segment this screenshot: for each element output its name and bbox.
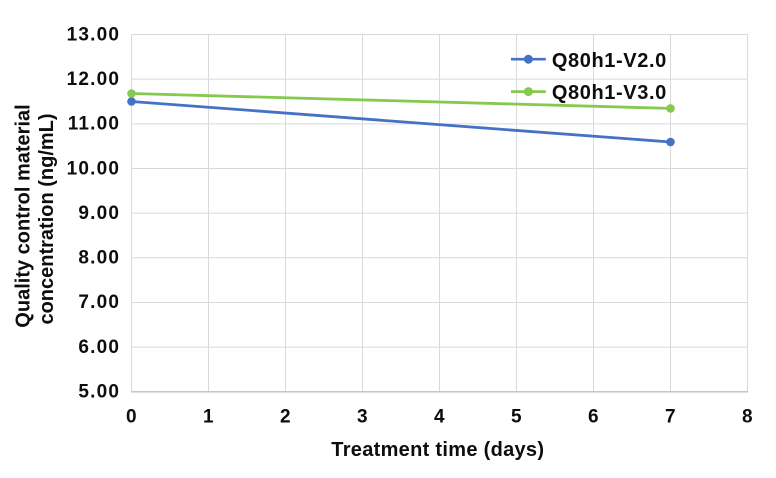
svg-text:6.00: 6.00 (78, 337, 120, 358)
svg-text:1: 1 (203, 407, 214, 428)
svg-text:6: 6 (588, 407, 599, 428)
svg-text:Quality control material: Quality control material (12, 104, 34, 327)
svg-text:0: 0 (126, 407, 137, 428)
svg-text:Q80h1-V3.0: Q80h1-V3.0 (552, 82, 667, 104)
svg-text:9.00: 9.00 (78, 203, 120, 224)
svg-text:concentration (ng/mL): concentration (ng/mL) (36, 113, 58, 324)
svg-text:7: 7 (665, 407, 676, 428)
svg-text:13.00: 13.00 (67, 24, 121, 45)
svg-text:8: 8 (742, 407, 753, 428)
svg-text:11.00: 11.00 (68, 114, 121, 135)
svg-text:12.00: 12.00 (67, 69, 121, 90)
svg-text:Treatment time (days): Treatment time (days) (331, 439, 544, 461)
svg-text:7.00: 7.00 (78, 292, 120, 313)
svg-text:5.00: 5.00 (78, 382, 120, 403)
svg-text:4: 4 (434, 407, 445, 428)
svg-text:5: 5 (511, 407, 522, 428)
svg-text:10.00: 10.00 (67, 158, 121, 179)
svg-text:8.00: 8.00 (78, 248, 120, 269)
svg-text:2: 2 (280, 407, 291, 428)
svg-text:Q80h1-V2.0: Q80h1-V2.0 (552, 50, 667, 72)
svg-text:3: 3 (357, 407, 368, 428)
